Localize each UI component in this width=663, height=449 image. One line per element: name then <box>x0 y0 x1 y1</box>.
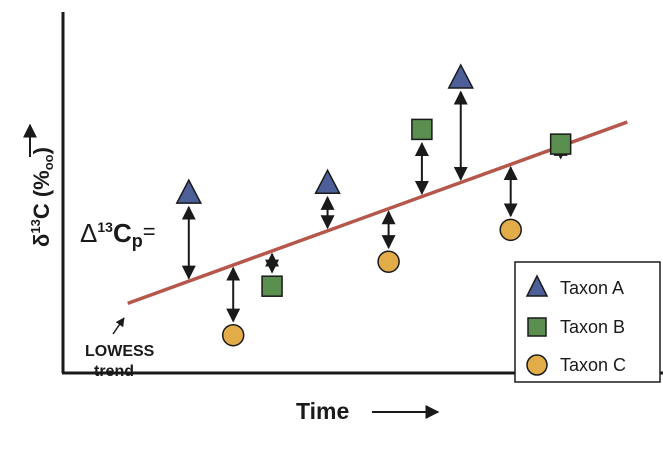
delta-eq: = <box>143 219 156 244</box>
svg-text:δ13C (%oo): δ13C (%oo) <box>28 147 56 247</box>
delta-sup: 13 <box>97 219 113 235</box>
residual-arrows <box>181 90 568 323</box>
delta-symbol: Δ <box>80 218 97 248</box>
lowess-trend-line <box>127 120 628 305</box>
legend-circle-icon <box>526 354 548 376</box>
lowess-pointer-arrow <box>112 317 125 335</box>
legend-square-icon <box>527 317 547 337</box>
lowess-label-line2: trend <box>94 363 134 380</box>
taxon-b-point <box>261 275 283 297</box>
y-label-sup: 13 <box>28 219 43 233</box>
y-label-sub: oo <box>41 154 56 170</box>
taxon-c-point <box>377 250 400 273</box>
taxon-a-point <box>447 63 474 89</box>
legend-label-taxon-c: Taxon C <box>560 355 626 375</box>
delta-sub: p <box>132 231 143 251</box>
taxon-b-point <box>411 118 433 141</box>
taxon-a-point <box>314 168 341 195</box>
data-points <box>175 63 572 347</box>
taxon-c-point <box>499 218 522 242</box>
legend-label-taxon-b: Taxon B <box>560 317 625 337</box>
y-label-close: ) <box>29 147 54 154</box>
x-axis-label: Time <box>296 398 349 424</box>
taxon-b-point <box>549 133 572 155</box>
legend-label-taxon-a: Taxon A <box>560 278 624 298</box>
taxon-c-point <box>221 323 245 347</box>
y-label-symbol: δ <box>29 234 54 247</box>
delta-main: C <box>113 218 132 248</box>
delta-label: Δ13Cp= <box>80 218 156 251</box>
lowess-label-line1: LOWESS <box>85 343 155 360</box>
taxon-a-point <box>175 178 203 204</box>
y-label-main: C (% <box>29 170 54 219</box>
legend-triangle-icon <box>525 274 549 297</box>
y-axis-label: δ13C (%oo) <box>28 147 56 247</box>
legend: Taxon A Taxon B Taxon C <box>514 261 661 383</box>
